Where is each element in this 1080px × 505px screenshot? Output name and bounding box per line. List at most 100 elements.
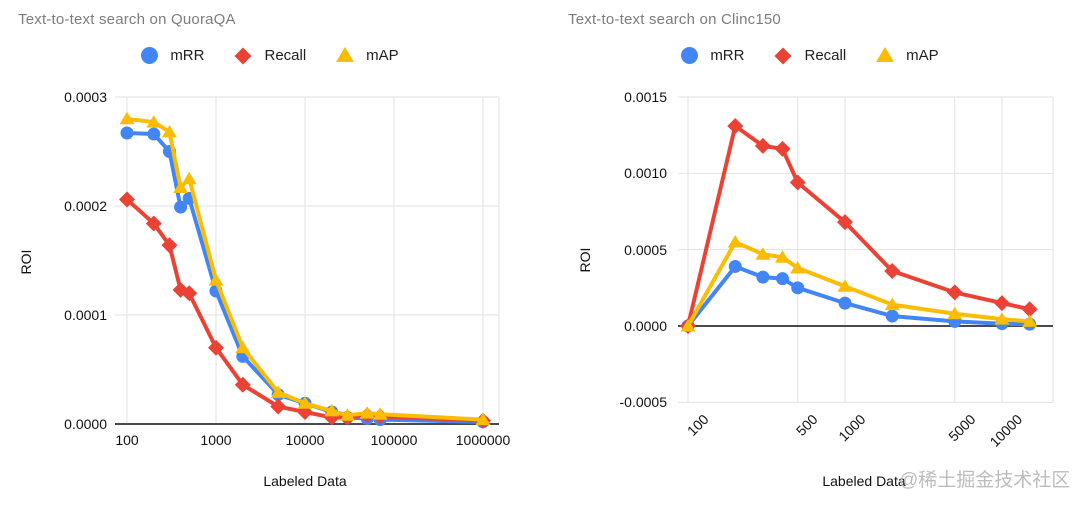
triangle-icon	[336, 47, 355, 62]
triangle-marker-mAP	[181, 171, 197, 185]
diamond-marker-Recall	[145, 215, 162, 232]
diamond-marker-Recall	[119, 191, 135, 208]
legend-label: Recall	[804, 47, 847, 64]
triangle-marker-mAP	[1022, 314, 1038, 327]
y-tick-label: 0.0001	[64, 307, 107, 323]
series-mAP	[680, 235, 1038, 332]
y-tick-label: 0.0005	[624, 241, 667, 258]
series-mRR	[681, 259, 1037, 333]
triangle-marker-mAP	[994, 312, 1010, 325]
circle-marker-mRR	[885, 309, 899, 323]
legend-label: mAP	[366, 47, 399, 64]
triangle-marker-mAP	[146, 115, 162, 128]
diamond-marker-Recall	[754, 137, 771, 154]
y-tick-label: 0.0002	[64, 198, 107, 214]
triangle-marker-mAP	[235, 340, 251, 354]
triangle-marker-mAP	[680, 319, 696, 332]
diamond-marker-Recall	[994, 295, 1010, 312]
circle-marker-mRR	[791, 281, 805, 295]
circle-marker-mRR	[756, 270, 770, 284]
triangle-marker-mAP	[475, 412, 491, 426]
gridlines	[678, 96, 1054, 403]
legend-item-recall: Recall	[234, 47, 306, 64]
circle-icon	[141, 47, 159, 64]
triangle-marker-mAP	[775, 250, 791, 263]
triangle-marker-mAP	[324, 403, 340, 417]
triangle-icon	[876, 47, 895, 62]
triangle-marker-mAP	[270, 385, 286, 398]
circle-icon	[681, 47, 699, 64]
triangle-marker-mAP	[161, 124, 177, 138]
chart-clinc150: Text-to-text search on Clinc150 mRR Recal…	[540, 0, 1080, 505]
legend-label: mAP	[906, 47, 939, 64]
triangle-marker-mAP	[790, 260, 806, 274]
series-Recall	[680, 118, 1038, 334]
y-tick-label: 0.0010	[624, 165, 667, 182]
diamond-marker-Recall	[727, 118, 744, 135]
plot-area	[115, 96, 500, 429]
triangle-marker-mAP	[755, 247, 771, 260]
series-line-Recall	[686, 124, 1032, 328]
legend-item-map: mAP	[336, 47, 399, 64]
circle-marker-mRR	[838, 296, 852, 310]
diamond-marker-Recall	[234, 376, 251, 393]
chart-title: Text-to-text search on Clinc150	[568, 11, 781, 28]
series-line-mAP	[686, 240, 1032, 328]
series-line-mRR	[686, 264, 1032, 328]
triangle-marker-mAP	[339, 408, 355, 421]
triangle-marker-mAP	[359, 406, 375, 419]
legend-label: mRR	[170, 47, 205, 64]
triangle-marker-mAP	[884, 297, 900, 311]
diamond-marker-Recall	[837, 214, 853, 231]
diamond-marker-Recall	[946, 284, 963, 301]
legend-item-mrr: mRR	[681, 47, 744, 64]
chart-legend: mRR Recall mAP	[540, 47, 1080, 64]
triangle-marker-mAP	[297, 396, 313, 409]
triangle-marker-mAP	[208, 273, 224, 286]
y-tick-label: 0.0000	[64, 416, 107, 432]
series-mAP	[119, 111, 491, 426]
diamond-marker-Recall	[161, 237, 178, 254]
triangle-marker-mAP	[119, 111, 135, 125]
legend-label: Recall	[264, 47, 307, 64]
diamond-marker-Recall	[884, 263, 901, 280]
chart-quoraqa: Text-to-text search on QuoraQA mRR Recall…	[0, 11, 540, 489]
x-tick-label: 100	[115, 432, 139, 448]
legend-item-mrr: mRR	[141, 47, 204, 64]
diamond-marker-Recall	[774, 140, 791, 157]
triangle-marker-mAP	[727, 235, 743, 248]
watermark: @稀土掘金技术社区	[899, 470, 1071, 491]
x-tick-label: 100000	[370, 432, 418, 448]
diamond-marker-Recall	[1021, 301, 1038, 318]
circle-marker-mRR	[120, 126, 134, 140]
x-axis-title: Labeled Data	[263, 473, 347, 489]
diamond-marker-Recall	[270, 398, 287, 415]
legend-item-recall: Recall	[774, 47, 846, 64]
diamond-marker-Recall	[208, 339, 224, 356]
circle-marker-mRR	[147, 127, 161, 141]
diamond-marker-Recall	[789, 174, 806, 191]
x-tick-label: 10000	[285, 432, 325, 448]
y-axis-title: ROI	[18, 249, 34, 275]
chart-title: Text-to-text search on QuoraQA	[18, 11, 236, 28]
x-axis-title: Labeled Data	[822, 473, 906, 489]
circle-marker-mRR	[776, 272, 790, 286]
x-tick-label: 1000	[200, 432, 232, 448]
circle-marker-mRR	[728, 259, 742, 273]
y-tick-label: 0.0003	[64, 89, 107, 105]
plot-area	[678, 96, 1054, 403]
y-tick-label: 0.0015	[624, 88, 667, 105]
triangle-marker-mAP	[947, 306, 963, 320]
y-tick-label: 0.0000	[624, 318, 667, 334]
chart-legend: mRR Recall mAP	[0, 47, 540, 64]
x-tick-label: 1000000	[455, 432, 511, 448]
circle-marker-mRR	[174, 200, 188, 214]
legend-label: mRR	[710, 47, 745, 64]
legend-item-map: mAP	[876, 47, 939, 64]
triangle-marker-mAP	[837, 279, 853, 292]
triangle-marker-mAP	[173, 180, 189, 193]
triangle-marker-mAP	[372, 407, 388, 420]
y-axis-title: ROI	[577, 247, 593, 273]
y-tick-label: -0.0005	[619, 394, 667, 411]
